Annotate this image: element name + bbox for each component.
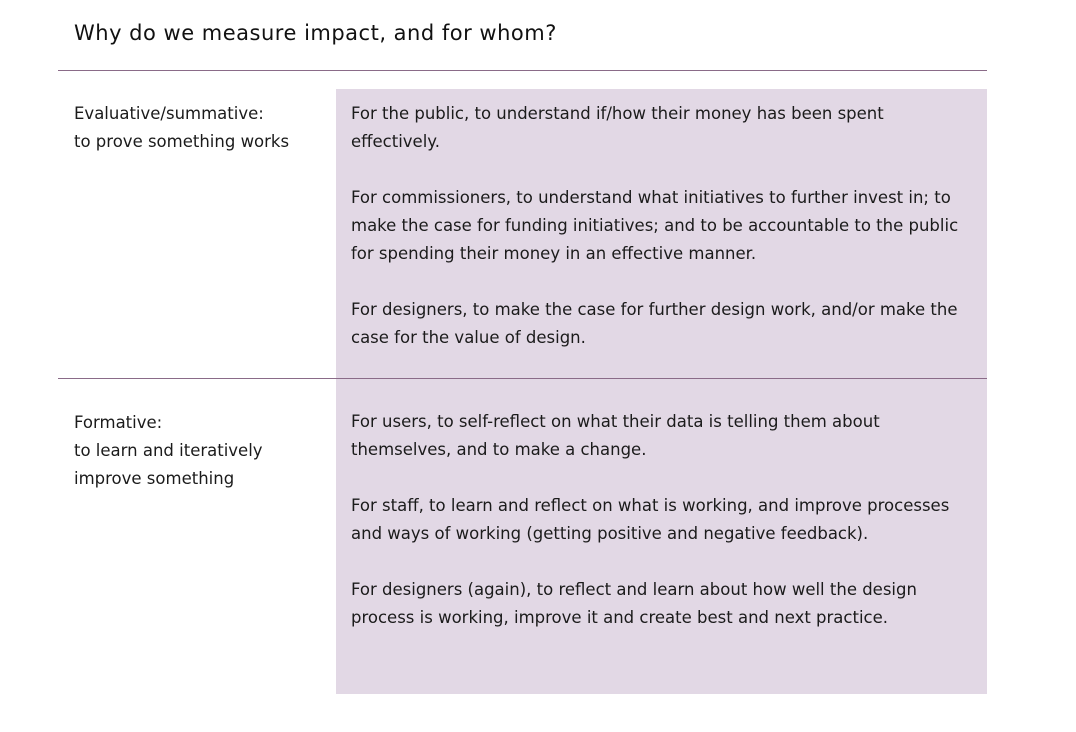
row-2-paragraph: For users, to self-reflect on what their…: [351, 412, 880, 459]
row-2-paragraph: For staff, to learn and reflect on what …: [351, 496, 950, 543]
row-1-content: For the public, to understand if/how the…: [351, 100, 976, 380]
top-divider: [58, 70, 987, 71]
row-1-panel: [336, 89, 987, 379]
row-1-paragraph: For designers, to make the case for furt…: [351, 300, 958, 347]
row-2-panel: [336, 379, 987, 694]
row-1-label: Evaluative/summative: to prove something…: [74, 100, 324, 156]
page-title: Why do we measure impact, and for whom?: [74, 21, 557, 45]
row-2-paragraph: For designers (again), to reflect and le…: [351, 580, 917, 627]
row-divider: [58, 378, 987, 379]
row-2-content: For users, to self-reflect on what their…: [351, 408, 976, 660]
row-1-label-line: Evaluative/summative:: [74, 104, 264, 123]
row-1-paragraph: For commissioners, to understand what in…: [351, 188, 959, 263]
row-2-label: Formative: to learn and iteratively impr…: [74, 409, 324, 493]
row-1-paragraph: For the public, to understand if/how the…: [351, 104, 884, 151]
row-2-label-line: improve something: [74, 469, 235, 488]
row-2-label-line: to learn and iteratively: [74, 441, 263, 460]
row-1-label-line: to prove something works: [74, 132, 290, 151]
row-2-label-line: Formative:: [74, 413, 163, 432]
